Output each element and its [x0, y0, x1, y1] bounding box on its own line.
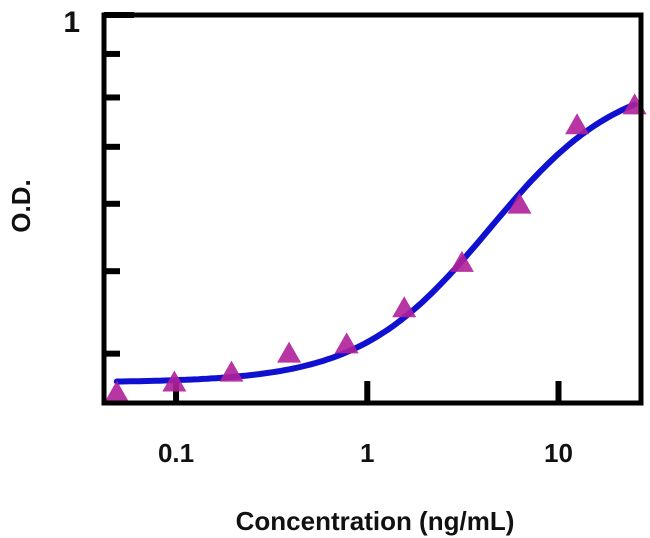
data-point: [334, 332, 359, 354]
plot-frame: [101, 12, 644, 406]
data-point: [565, 113, 590, 135]
fit-curve: [113, 101, 638, 385]
x-tick-label: 0.1: [158, 438, 194, 468]
x-axis-label: Concentration (ng/mL): [236, 506, 515, 536]
y-tick-label: 1: [63, 6, 80, 39]
data-point: [392, 296, 417, 318]
x-tick-label: 1: [360, 438, 374, 468]
data-point: [277, 341, 302, 363]
data-point: [507, 192, 532, 214]
data-point: [162, 370, 187, 392]
x-tick-label: 10: [544, 438, 573, 468]
data-point: [104, 380, 129, 402]
y-axis-label: O.D.: [6, 179, 36, 232]
data-point: [449, 250, 474, 272]
data-point: [219, 360, 244, 382]
